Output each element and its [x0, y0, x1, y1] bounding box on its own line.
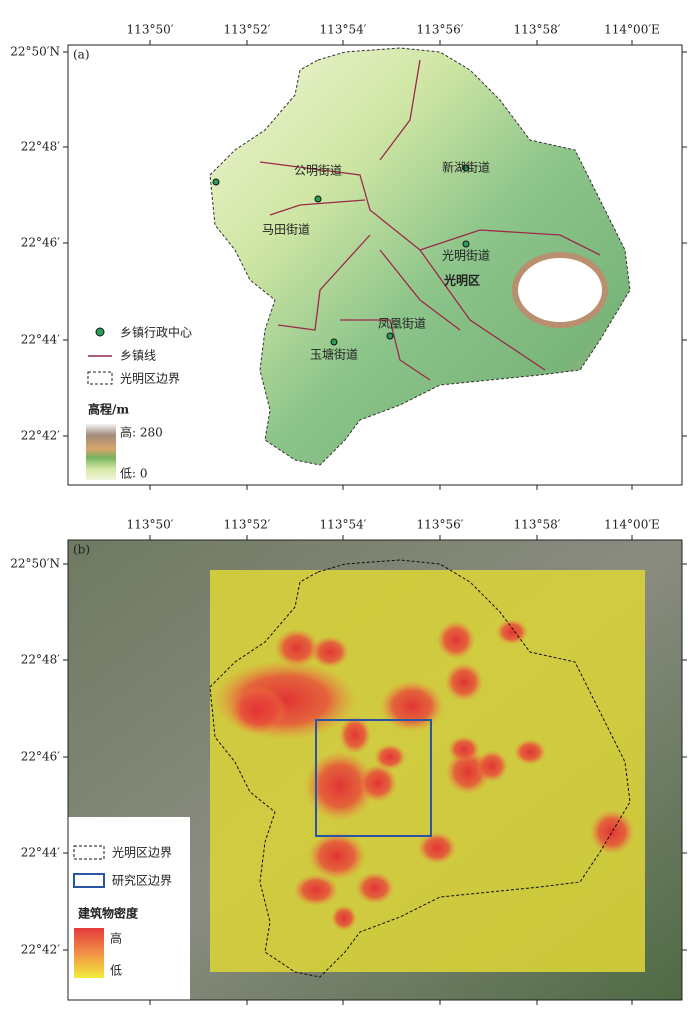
y-tick-label: 22°50′N	[10, 557, 60, 571]
density-hotspot	[331, 905, 357, 931]
district-boundary	[209, 559, 631, 978]
x-tick-label: 113°50′	[127, 518, 174, 532]
panel-label: (a)	[73, 48, 90, 62]
legend-title: 高程/m	[88, 402, 129, 417]
legend-label: 光明区边界	[120, 372, 180, 386]
density-hotspot	[339, 715, 371, 755]
y-tick-label: 22°48′	[21, 140, 61, 154]
legend-label: 低	[110, 964, 122, 978]
density-hotspot	[310, 636, 350, 668]
legend-box	[87, 371, 113, 385]
x-tick-label: 114°00′E	[604, 23, 660, 37]
legend-label: 低: 0	[120, 467, 148, 481]
x-tick-label: 113°54′	[320, 518, 367, 532]
x-tick-label: 113°52′	[224, 23, 271, 37]
y-tick-label: 22°44′	[21, 846, 61, 860]
legend-dot	[95, 327, 105, 337]
y-tick-label: 22°50′N	[10, 45, 60, 59]
density-hotspot	[274, 628, 320, 668]
color-ramp	[86, 424, 116, 480]
admin-center	[314, 195, 322, 203]
x-tick-label: 113°50′	[127, 23, 174, 37]
density-hotspot	[448, 736, 480, 762]
x-tick-label: 113°54′	[320, 23, 367, 37]
x-tick-label: 113°56′	[417, 23, 464, 37]
density-hotspot	[358, 763, 398, 803]
y-tick-label: 22°42′	[21, 429, 61, 443]
legend-label: 高: 280	[120, 425, 163, 440]
y-tick-label: 22°42′	[21, 943, 61, 957]
x-tick-label: 113°58′	[514, 518, 561, 532]
mountain	[512, 252, 608, 328]
admin-center	[462, 240, 470, 248]
study-area	[315, 719, 432, 837]
color-ramp	[74, 928, 104, 978]
place-label: 马田街道	[262, 223, 310, 237]
density-hotspot	[308, 832, 366, 880]
admin-center	[386, 332, 394, 340]
admin-center	[330, 338, 338, 346]
legend-label: 乡镇线	[120, 349, 156, 363]
density-hotspot	[293, 874, 339, 906]
place-label: 公明街道	[294, 164, 342, 178]
density-hotspot	[417, 832, 457, 864]
place-label: 新湖街道	[442, 160, 490, 175]
legend-label: 光明区边界	[112, 846, 172, 860]
density-hotspot	[496, 619, 528, 645]
density-hotspot	[355, 872, 395, 904]
y-tick-label: 22°44′	[21, 333, 61, 347]
density-hotspot	[304, 750, 376, 822]
panel-label: (b)	[73, 543, 90, 557]
density-hotspot	[514, 739, 546, 765]
legend-box	[73, 845, 105, 860]
map-frame	[67, 44, 683, 486]
admin-center	[212, 178, 220, 186]
density-hotspot	[476, 750, 508, 782]
town-lines	[259, 59, 601, 381]
y-tick-label: 22°48′	[21, 653, 61, 667]
place-label: 光明区	[443, 273, 480, 288]
legend-label: 乡镇行政中心	[120, 325, 192, 340]
map-frame	[67, 539, 683, 1001]
legend-title: 建筑物密度	[77, 906, 139, 921]
x-tick-label: 113°52′	[224, 518, 271, 532]
y-tick-label: 22°46′	[21, 750, 61, 764]
density-hotspot	[380, 680, 444, 732]
place-label: 玉塘街道	[310, 347, 358, 362]
place-label: 光明街道	[442, 249, 490, 263]
x-tick-label: 113°56′	[417, 518, 464, 532]
density-hotspot	[436, 620, 476, 660]
legend-label: 高	[110, 931, 122, 946]
density-hotspot	[589, 809, 635, 855]
density-hotspot	[444, 662, 484, 702]
legend-box	[73, 873, 105, 888]
elevation-map	[209, 47, 631, 466]
x-tick-label: 113°58′	[514, 23, 561, 37]
x-tick-label: 114°00′E	[604, 518, 660, 532]
y-tick-label: 22°46′	[21, 236, 61, 250]
legend-label: 研究区边界	[112, 873, 172, 888]
admin-center	[462, 164, 470, 172]
density-hotspot	[229, 686, 287, 734]
density-hotspot	[374, 744, 406, 770]
place-label: 凤凰街道	[378, 317, 426, 331]
